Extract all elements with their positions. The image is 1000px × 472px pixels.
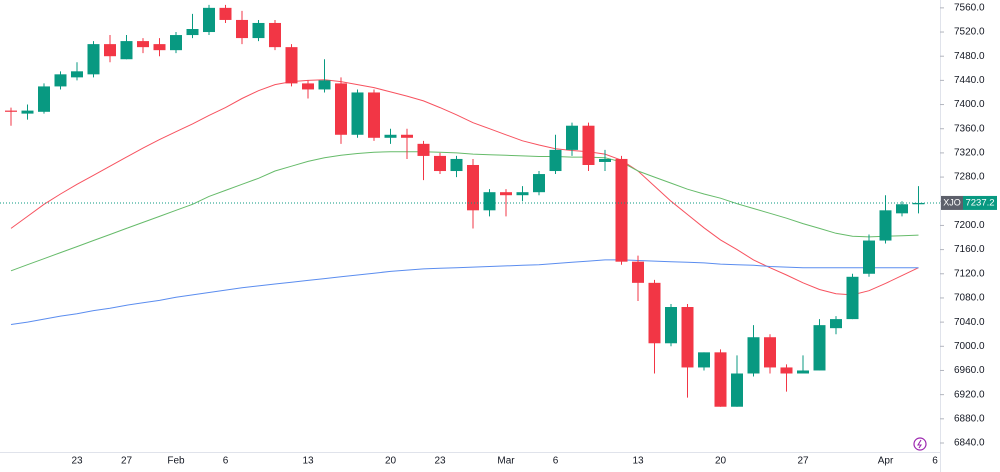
y-tick-label: 6960.0: [954, 365, 985, 376]
candle-body: [368, 92, 380, 138]
y-tick-label: 7360.0: [954, 123, 985, 134]
candle-body: [203, 7, 215, 33]
x-tick-label: 20: [715, 456, 727, 467]
y-tick-label: 6920.0: [954, 389, 985, 400]
candle-body: [549, 149, 562, 172]
candle-body: [434, 155, 446, 172]
candle-body: [896, 204, 908, 214]
x-tick-label: 6: [223, 456, 229, 467]
x-tick-label: 6: [932, 456, 938, 467]
candle-body: [269, 22, 281, 48]
candle-body: [714, 352, 727, 407]
candle-body: [87, 44, 100, 75]
candle-body: [516, 192, 529, 196]
candle-body: [830, 319, 842, 329]
candle-body: [797, 370, 809, 374]
candle-body: [500, 192, 512, 196]
y-tick-label: 7320.0: [954, 148, 985, 159]
candle-body: [417, 143, 430, 156]
candle-body: [137, 41, 149, 48]
x-tick-label: 13: [632, 456, 644, 467]
candle-body: [285, 47, 298, 84]
candle-body: [54, 74, 67, 87]
candle-body: [566, 125, 578, 150]
y-tick-label: 7040.0: [954, 317, 985, 328]
candle-body: [846, 276, 859, 320]
y-tick-label: 7400.0: [954, 99, 985, 110]
lightning-icon[interactable]: [913, 437, 927, 451]
candle-body: [384, 134, 397, 138]
x-tick-label: Mar: [497, 456, 515, 467]
candle-body: [599, 158, 611, 162]
candle-body: [5, 110, 17, 112]
candle-body: [252, 22, 265, 39]
y-tick-label: 6880.0: [954, 413, 985, 424]
candle-body: [219, 7, 232, 20]
y-tick-label: 7560.0: [954, 2, 985, 13]
y-tick-label: 7160.0: [954, 244, 985, 255]
candle-body: [912, 202, 925, 205]
symbol-label: XJO: [943, 197, 961, 207]
y-tick-label: 7000.0: [954, 341, 985, 352]
candle-body: [731, 373, 743, 407]
candle-body: [318, 80, 331, 90]
y-tick-label: 7080.0: [954, 293, 985, 304]
y-tick-label: 7280.0: [954, 172, 985, 183]
moving-average-line: [10, 259, 919, 325]
candle-body: [681, 307, 694, 368]
candle-body: [533, 174, 545, 193]
candle-body: [71, 71, 83, 78]
symbol-label-box: [941, 195, 963, 210]
plot-area: [5, 4, 925, 407]
x-tick-label: 20: [385, 456, 397, 467]
candle-body: [483, 192, 496, 211]
candle-body: [38, 86, 50, 112]
candle-body: [236, 19, 248, 39]
candle-body: [863, 240, 875, 274]
x-tick-label: 13: [302, 456, 314, 467]
x-tick-label: Feb: [167, 456, 185, 467]
y-tick-label: 7120.0: [954, 268, 985, 279]
candle-body: [879, 210, 892, 241]
candle-body: [120, 41, 133, 60]
candle-body: [450, 158, 463, 172]
candle-body: [665, 307, 677, 344]
candle-body: [780, 367, 793, 374]
y-tick-label: 7520.0: [954, 27, 985, 38]
candle-body: [615, 158, 628, 262]
y-tick-label: 7480.0: [954, 51, 985, 62]
x-tick-label: Apr: [878, 456, 894, 467]
candle-body: [813, 325, 826, 371]
x-tick-label: 6: [553, 456, 559, 467]
x-tick-label: 23: [434, 456, 446, 467]
candle-body: [648, 282, 661, 344]
candle-body: [582, 125, 595, 165]
last-price-label: 7237.2: [965, 197, 994, 208]
y-tick-label: 7440.0: [954, 75, 985, 86]
candle-body: [467, 164, 479, 211]
candle-body: [632, 261, 644, 283]
candle-body: [764, 337, 776, 368]
y-tick-label: 6840.0: [954, 438, 985, 449]
candle-body: [186, 29, 199, 36]
candle-body: [401, 134, 413, 138]
y-tick-label: 7200.0: [954, 220, 985, 231]
candle-body: [335, 83, 347, 135]
candle-body: [747, 337, 760, 374]
last-price-box: [963, 195, 997, 210]
candle-body: [21, 110, 34, 114]
x-tick-label: 23: [71, 456, 83, 467]
x-tick-label: 27: [121, 456, 133, 467]
candle-body: [351, 92, 364, 135]
candle-body: [104, 44, 116, 57]
candle-body: [698, 352, 710, 368]
candle-body: [153, 44, 166, 51]
candle-body: [170, 35, 182, 51]
moving-average-line: [10, 151, 919, 272]
x-tick-label: 27: [797, 456, 809, 467]
candle-body: [302, 83, 314, 90]
